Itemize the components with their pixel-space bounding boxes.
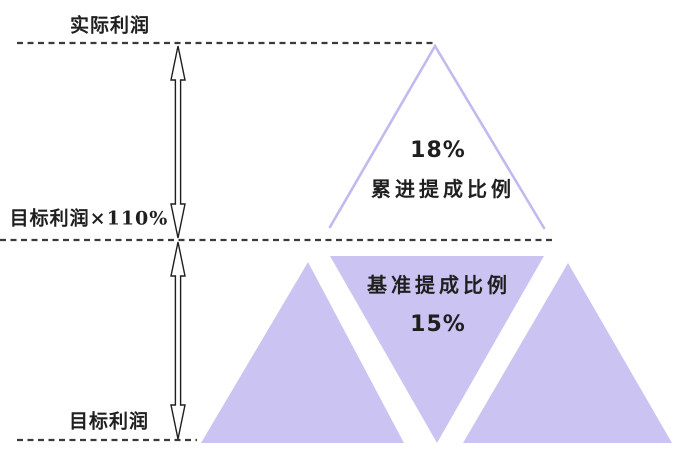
progressive-triangle-outline	[328, 43, 546, 230]
progressive-rate-label: 累进提成比例	[371, 177, 515, 201]
base-rate-value: 15%	[410, 312, 466, 337]
lower-range-arrow-icon	[170, 241, 186, 440]
actual-profit-label: 实际利润	[69, 14, 151, 37]
base-rate-label: 基准提成比例	[367, 273, 511, 297]
base-triangle-right	[463, 263, 672, 443]
target-profit-label: 目标利润	[68, 410, 150, 433]
base-triangle-left	[201, 262, 404, 443]
base-triangle-middle	[330, 256, 544, 443]
progressive-rate-value: 18%	[410, 138, 466, 163]
target-profit-110-label: 目标利润×110%	[9, 207, 169, 230]
upper-range-arrow-icon	[170, 45, 186, 239]
